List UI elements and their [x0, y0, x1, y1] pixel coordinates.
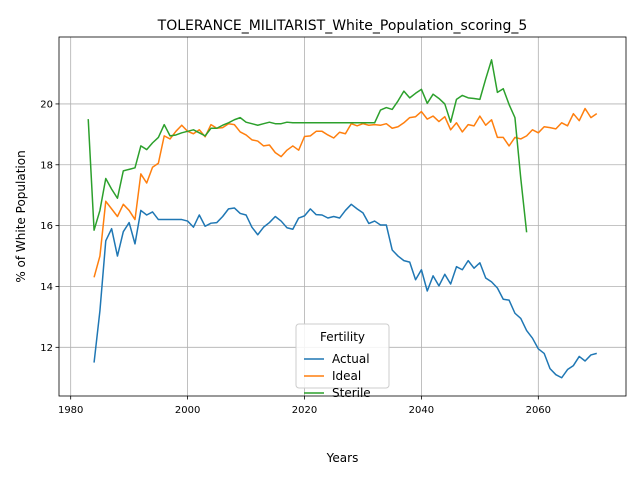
y-tick-label: 14 [40, 282, 53, 293]
x-tick-label: 2020 [292, 405, 317, 416]
legend-title: Fertility [320, 330, 365, 344]
x-axis-label: Years [326, 451, 359, 465]
y-tick-label: 16 [40, 221, 53, 232]
x-tick-label: 1980 [58, 405, 83, 416]
x-tick-label: 2040 [409, 405, 434, 416]
x-tick-label: 2060 [526, 405, 551, 416]
y-tick-label: 12 [40, 343, 53, 354]
legend-entries: Actual Ideal Sterile [304, 352, 371, 400]
legend-label-actual: Actual [332, 352, 370, 366]
chart-title: TOLERANCE_MILITARIST_White_Population_sc… [157, 18, 528, 34]
legend-label-sterile: Sterile [332, 386, 371, 400]
y-axis-label: % of White Population [14, 150, 28, 282]
y-tick-label: 20 [40, 99, 53, 110]
x-tick-label: 2000 [175, 405, 200, 416]
y-tick-label: 18 [40, 160, 53, 171]
legend-label-ideal: Ideal [332, 369, 361, 383]
